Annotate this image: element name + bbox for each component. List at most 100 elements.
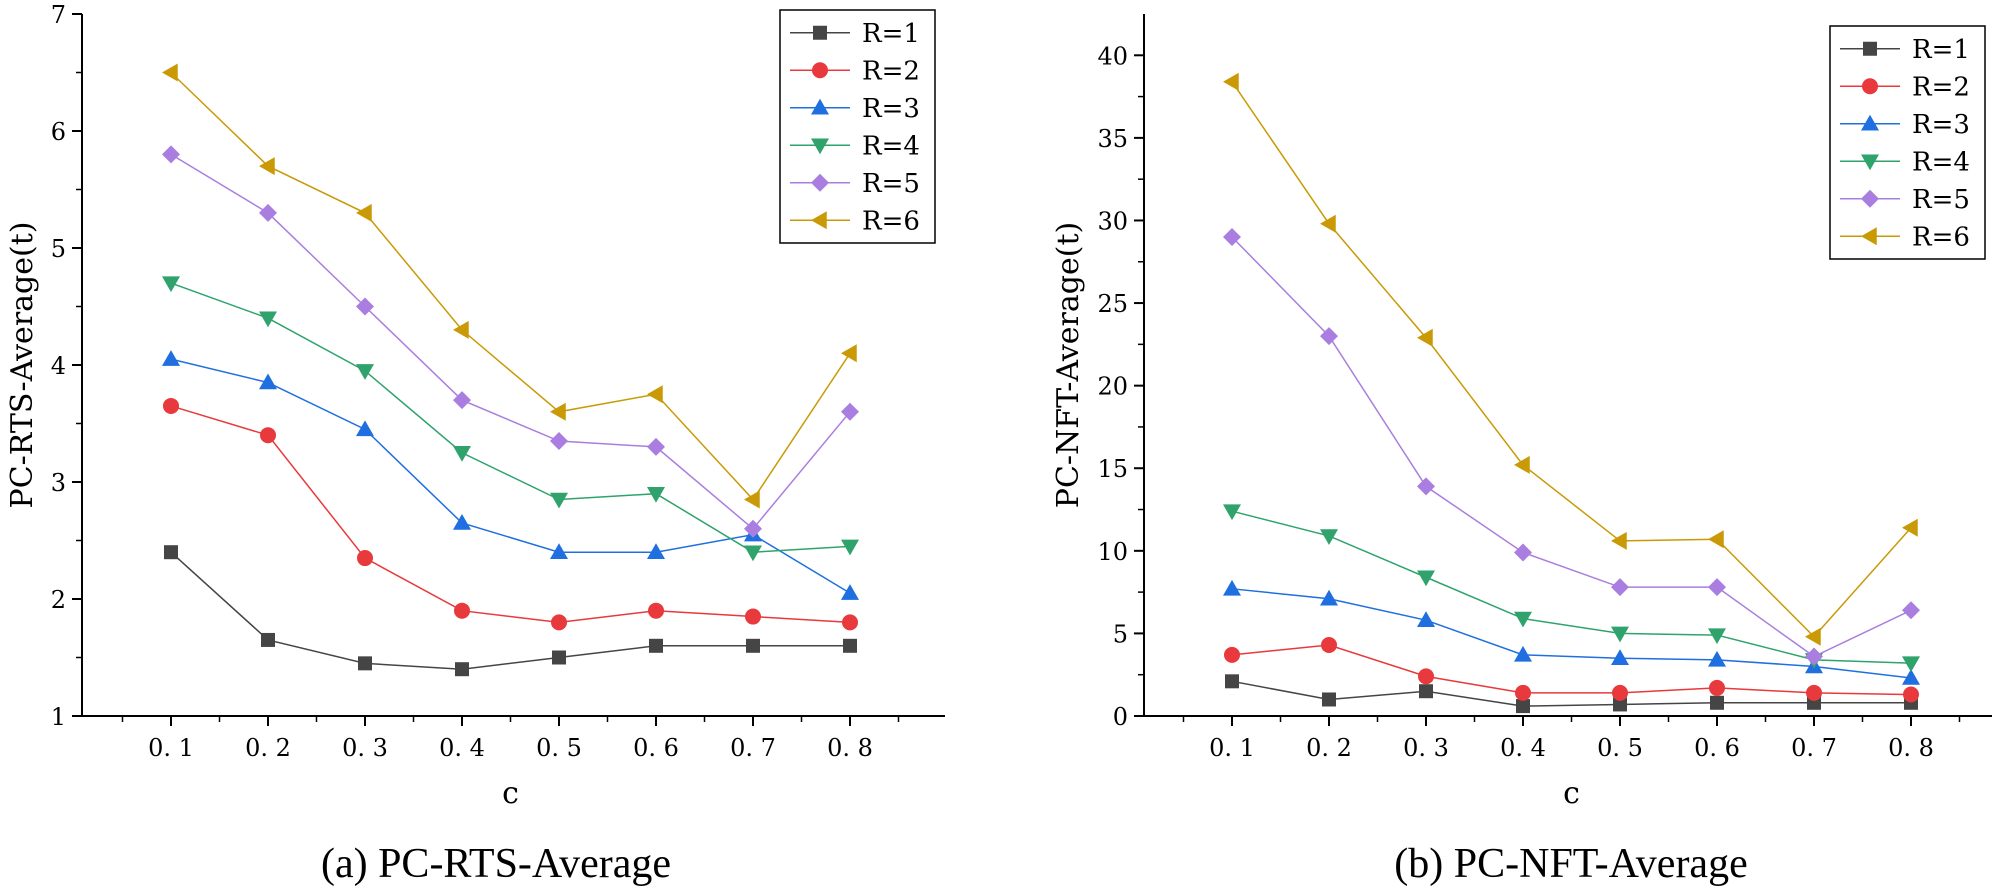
y-tick-label: 3 <box>51 469 66 497</box>
y-tick-label: 2 <box>51 586 66 614</box>
data-point <box>1611 531 1627 550</box>
data-point <box>648 602 664 619</box>
data-point <box>649 638 663 653</box>
data-point <box>454 602 470 619</box>
data-point <box>356 203 372 222</box>
y-axis-label: PC-RTS-Average(t) <box>5 222 40 509</box>
data-point <box>1223 227 1241 246</box>
x-tick-label: 0. 6 <box>633 734 679 762</box>
data-point <box>162 276 180 293</box>
series-line <box>170 358 851 594</box>
data-point <box>162 350 180 366</box>
legend-label: R=3 <box>1912 110 1970 140</box>
series-R-1 <box>1225 674 1918 714</box>
series-line <box>1231 236 1912 658</box>
series-line <box>170 282 851 553</box>
series-R-1 <box>164 545 857 677</box>
y-tick-label: 6 <box>51 118 66 146</box>
data-point <box>1514 543 1532 562</box>
data-point <box>1902 601 1920 620</box>
legend-label: R=2 <box>1912 72 1970 102</box>
data-point <box>1417 611 1435 627</box>
data-point <box>163 397 179 414</box>
legend-label: R=1 <box>862 19 920 49</box>
data-point <box>550 492 568 509</box>
y-axis-label: PC-NFT-Average(t) <box>1051 222 1086 508</box>
data-point <box>1611 626 1629 643</box>
data-point <box>1320 589 1338 606</box>
data-point <box>1709 679 1725 696</box>
data-point <box>746 638 760 653</box>
data-point <box>1805 647 1823 666</box>
data-point <box>1613 697 1627 712</box>
panel-b-caption: (b) PC-NFT-Average <box>1394 841 1747 887</box>
data-point <box>1320 529 1338 545</box>
x-tick-label: 0. 5 <box>536 734 582 762</box>
data-point <box>842 614 858 631</box>
data-point <box>1224 646 1240 663</box>
data-point <box>261 632 275 647</box>
y-tick-label: 5 <box>1113 620 1128 648</box>
legend-marker <box>1861 189 1879 208</box>
legend-label: R=5 <box>862 169 920 199</box>
legend-marker <box>1863 41 1877 56</box>
x-tick-label: 0. 4 <box>439 734 485 762</box>
data-point <box>1515 684 1531 701</box>
data-point <box>1417 328 1433 347</box>
y-tick-label: 15 <box>1097 455 1128 483</box>
data-point <box>1320 327 1338 346</box>
data-point <box>357 550 373 567</box>
data-point <box>164 545 178 560</box>
legend-label: R=4 <box>1912 147 1970 177</box>
data-point <box>259 203 277 222</box>
y-tick-label: 1 <box>51 703 66 731</box>
data-point <box>550 432 568 451</box>
data-point <box>744 545 762 562</box>
data-point <box>1708 530 1724 549</box>
x-axis-label: c <box>1563 776 1580 811</box>
y-tick-label: 7 <box>51 1 66 29</box>
legend-label: R=1 <box>1912 35 1970 65</box>
legend-marker <box>811 138 829 155</box>
data-point <box>1903 686 1919 703</box>
data-point <box>259 157 275 176</box>
y-tick-label: 20 <box>1097 373 1128 401</box>
data-point <box>551 614 567 631</box>
data-point <box>1514 645 1532 662</box>
legend-label: R=5 <box>1912 185 1970 215</box>
data-point <box>162 145 180 164</box>
series-R-2 <box>163 397 858 631</box>
data-point <box>1612 684 1628 701</box>
data-point <box>453 320 469 339</box>
x-axis-label: c <box>502 776 519 811</box>
data-point <box>1806 684 1822 701</box>
data-point <box>1417 477 1435 496</box>
data-point <box>552 650 566 665</box>
panel-a: (a) PC-RTS-Average 1 2 3 4 5 6 7 0. 1 0. 2 0. 3 0.… <box>5 1 945 887</box>
legend-label: R=6 <box>1912 222 1970 252</box>
x-tick-label: 0. 5 <box>1597 734 1643 762</box>
x-tick-label: 0. 7 <box>1791 734 1837 762</box>
data-point <box>259 311 277 328</box>
data-point <box>841 539 859 556</box>
x-tick-label: 0. 2 <box>1306 734 1352 762</box>
series-R-5 <box>1223 227 1920 666</box>
legend-marker <box>813 25 827 40</box>
legend-marker <box>1861 114 1879 131</box>
data-point <box>550 402 566 421</box>
series-R-4 <box>162 276 859 562</box>
data-point <box>841 584 859 600</box>
axes: 1 2 3 4 5 6 7 0. 1 0. 2 0. 3 0. 4 0. 5 0. 6 0. 7 0. 8 c… <box>5 1 945 811</box>
data-point <box>745 608 761 625</box>
y-tick-label: 10 <box>1097 538 1128 566</box>
series-line <box>170 405 851 624</box>
data-point <box>455 662 469 677</box>
series-R-4 <box>1223 504 1920 673</box>
x-tick-label: 0. 1 <box>1209 734 1255 762</box>
x-tick-label: 0. 7 <box>730 734 776 762</box>
data-point <box>841 402 859 421</box>
data-point <box>1514 611 1532 628</box>
data-point <box>744 490 760 509</box>
data-point <box>260 427 276 444</box>
